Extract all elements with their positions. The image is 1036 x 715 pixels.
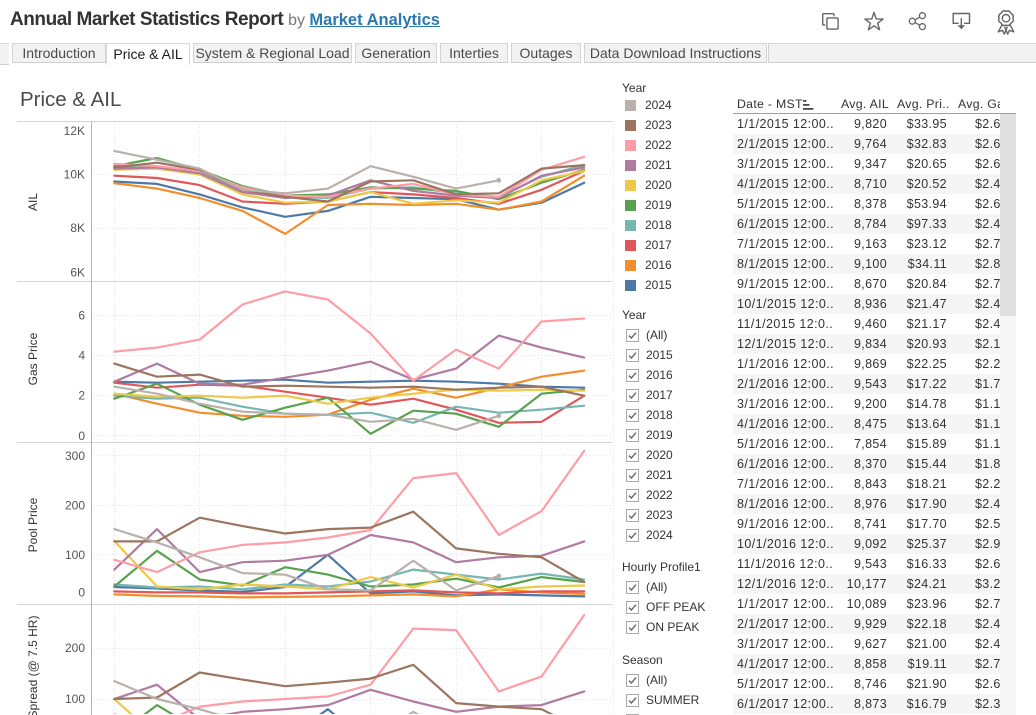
- svg-text:300: 300: [65, 449, 85, 463]
- svg-text:8K: 8K: [70, 221, 85, 235]
- svg-text:10K: 10K: [64, 168, 85, 182]
- svg-text:6: 6: [78, 309, 85, 323]
- svg-text:100: 100: [65, 548, 85, 562]
- svg-text:Spread (@ 7.5 HR): Spread (@ 7.5 HR): [26, 616, 40, 715]
- svg-text:12K: 12K: [64, 124, 85, 138]
- svg-text:0: 0: [78, 586, 85, 600]
- svg-text:AIL: AIL: [26, 193, 40, 211]
- svg-text:200: 200: [65, 498, 85, 512]
- svg-text:0: 0: [78, 429, 85, 443]
- svg-text:Pool Price: Pool Price: [26, 497, 40, 552]
- svg-text:6K: 6K: [70, 265, 85, 279]
- svg-text:100: 100: [65, 692, 85, 706]
- svg-text:2: 2: [78, 389, 85, 403]
- svg-text:200: 200: [65, 641, 85, 655]
- svg-text:4: 4: [78, 349, 85, 363]
- svg-text:Gas Price: Gas Price: [26, 332, 40, 385]
